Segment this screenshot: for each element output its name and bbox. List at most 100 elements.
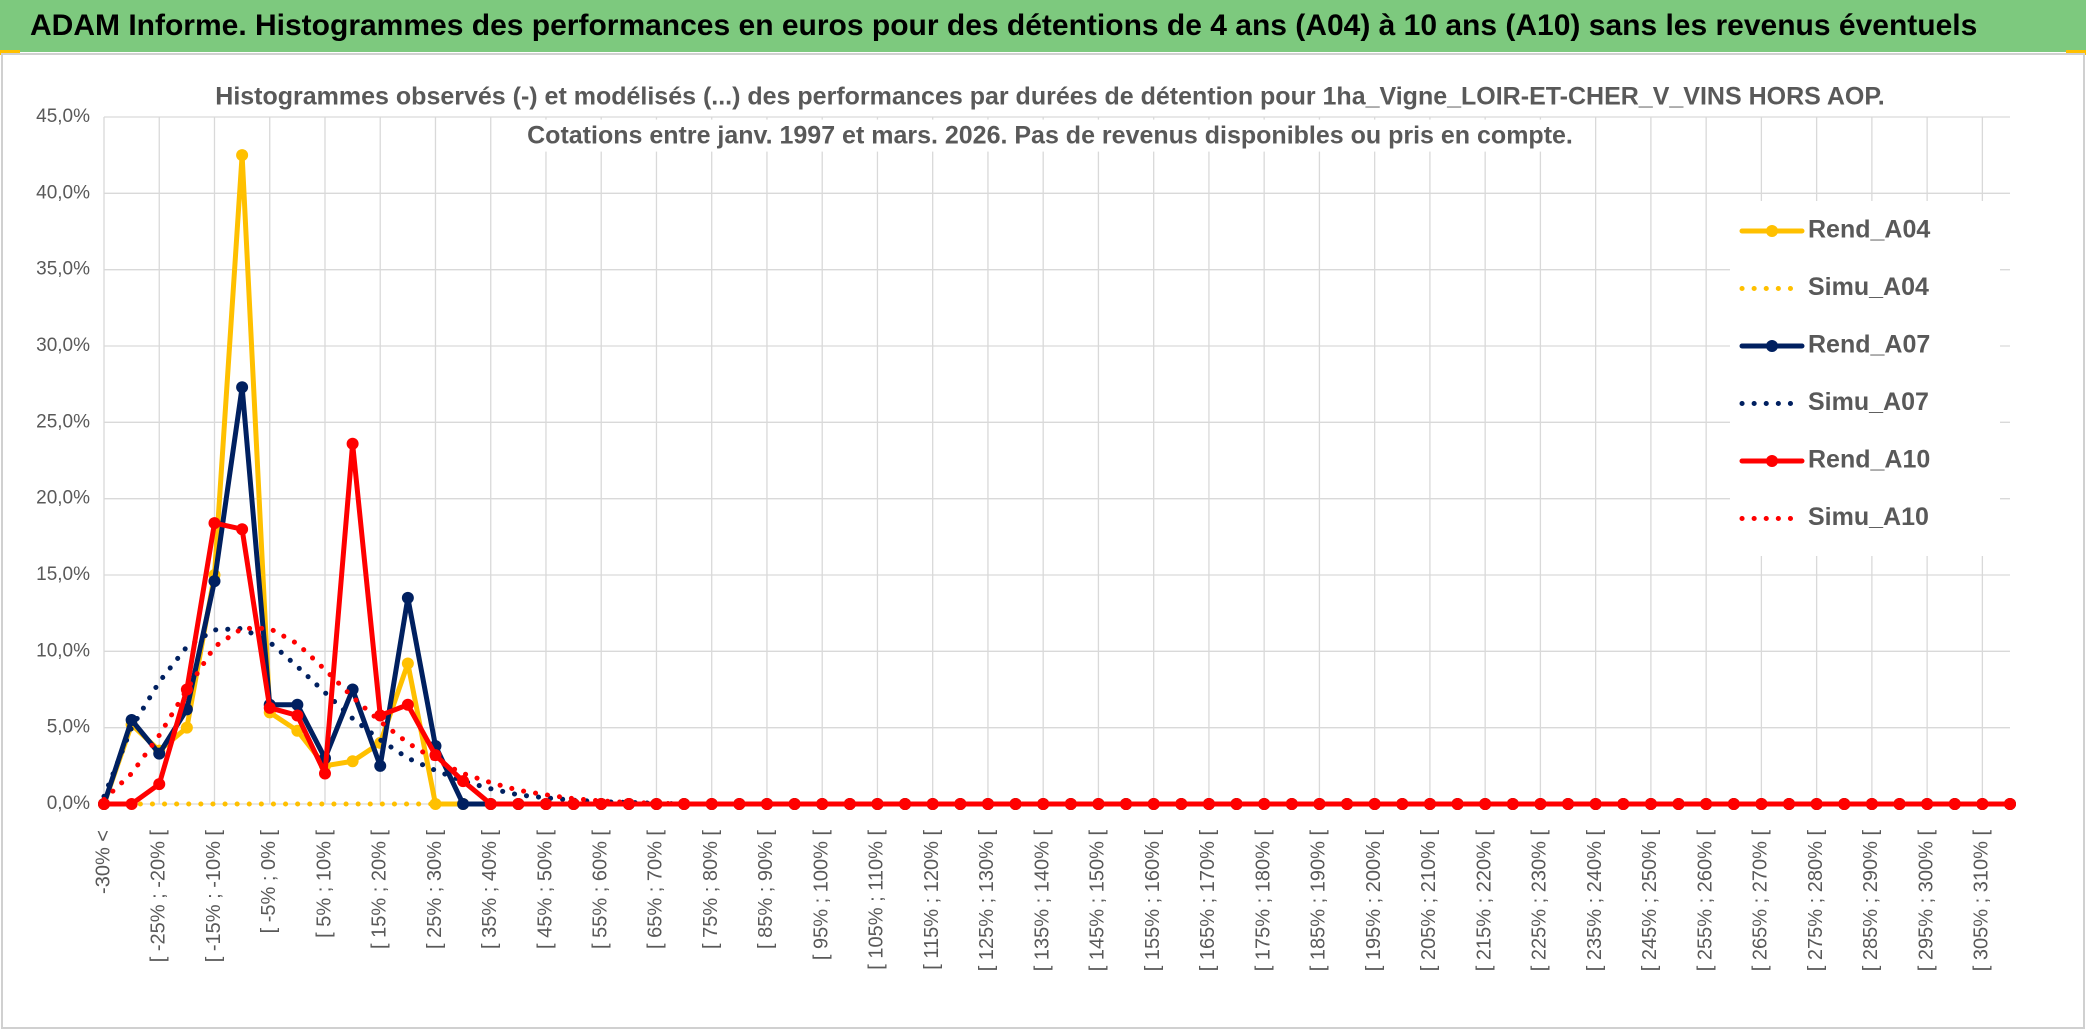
data-point	[208, 517, 221, 530]
x-tick-label: [ 135% ; 140% [	[1031, 830, 1053, 972]
x-tick-label: [ 195% ; 200% [	[1363, 830, 1385, 972]
data-point	[318, 767, 331, 780]
x-tick-label: [ 235% ; 240% [	[1584, 830, 1606, 972]
x-tick-label: [ 45% ; 50% [	[534, 830, 556, 949]
data-point	[125, 798, 138, 810]
y-tick-label: 20,0%	[36, 488, 90, 509]
chart-title: Histogrammes observés (-) et modélisés (…	[215, 83, 1884, 111]
x-tick-label: [ 125% ; 130% [	[976, 830, 998, 972]
frame	[1, 53, 2085, 1029]
data-point	[1451, 798, 1464, 810]
corner-accent	[2066, 50, 2086, 55]
data-point	[291, 698, 304, 711]
x-tick-label: [ 165% ; 170% [	[1197, 830, 1219, 972]
data-point	[263, 701, 276, 714]
data-point	[1479, 798, 1492, 810]
title-background	[209, 80, 1891, 113]
x-tick-label: [ 55% ; 60% [	[589, 830, 611, 949]
data-point	[236, 523, 249, 536]
x-tick-label: [ 105% ; 110% [	[866, 830, 888, 970]
x-tick-label: [ 295% ; 300% [	[1915, 830, 1937, 972]
title-background	[521, 119, 1579, 152]
legend-label: Simu_A10	[1808, 503, 1929, 531]
x-tick-label: [ 145% ; 150% [	[1087, 830, 1109, 972]
data-point	[1368, 798, 1381, 810]
x-tick-label: [ 175% ; 180% [	[1252, 830, 1274, 972]
x-tick-label: [ -25% ; -20% [	[148, 830, 170, 963]
data-point	[816, 798, 829, 810]
x-tick-label: [ 215% ; 220% [	[1473, 830, 1495, 972]
data-point	[1976, 798, 1989, 810]
x-tick-label: [ 155% ; 160% [	[1142, 830, 1164, 972]
corner-accent	[0, 50, 20, 55]
x-tick-label: [ 95% ; 100% [	[810, 830, 832, 961]
y-tick-label: 40,0%	[36, 182, 90, 203]
x-tick-label: -30% <	[92, 830, 114, 894]
data-point	[1202, 798, 1215, 810]
legend-label: Rend_A04	[1808, 216, 1930, 244]
data-point	[484, 798, 497, 810]
data-point	[457, 798, 470, 810]
legend-label: Simu_A04	[1808, 273, 1929, 301]
data-point	[291, 709, 304, 722]
x-tick-label: [ -5% ; 0% [	[258, 830, 280, 934]
y-tick-label: 45,0%	[36, 106, 90, 127]
data-point	[567, 798, 580, 810]
y-tick-label: 15,0%	[36, 564, 90, 585]
legend-marker	[1766, 225, 1778, 237]
data-point	[539, 798, 552, 810]
data-point	[457, 775, 470, 788]
data-point	[981, 798, 994, 810]
x-tick-label: [ 5% ; 10% [	[313, 830, 335, 938]
x-tick-label: [ 275% ; 280% [	[1805, 830, 1827, 972]
legend-label: Simu_A07	[1808, 388, 1929, 416]
y-tick-label: 10,0%	[36, 640, 90, 661]
y-tick-label: 35,0%	[36, 259, 90, 280]
data-point	[180, 721, 193, 734]
data-point	[1064, 798, 1077, 810]
data-point	[401, 657, 414, 670]
data-point	[595, 798, 608, 810]
x-tick-label: [ 25% ; 30% [	[424, 830, 446, 949]
x-tick-label: [ 15% ; 20% [	[369, 830, 391, 949]
data-point	[1092, 798, 1105, 810]
x-tick-label: [ 65% ; 70% [	[645, 830, 667, 949]
data-point	[1562, 798, 1575, 810]
data-point	[236, 381, 249, 394]
legend-label: Rend_A07	[1808, 331, 1930, 359]
x-tick-label: [ 305% ; 310% [	[1971, 830, 1993, 972]
chart-subtitle: Cotations entre janv. 1997 et mars. 2026…	[527, 122, 1573, 150]
data-point	[1396, 798, 1409, 810]
x-tick-label: [ 115% ; 120% [	[921, 830, 943, 970]
data-point	[871, 798, 884, 810]
x-tick-label: [ 285% ; 290% [	[1860, 830, 1882, 972]
data-point	[1672, 798, 1685, 810]
y-tick-label: 25,0%	[36, 411, 90, 432]
data-point	[1755, 798, 1768, 810]
data-point	[705, 798, 718, 810]
data-point	[401, 591, 414, 604]
data-point	[2004, 798, 2016, 810]
x-tick-label: [ 265% ; 270% [	[1750, 830, 1772, 972]
data-point	[1285, 798, 1298, 810]
x-tick-label: [ 205% ; 210% [	[1418, 830, 1440, 972]
data-point	[678, 798, 691, 810]
data-point	[236, 149, 249, 162]
data-point	[346, 755, 359, 768]
data-point	[1783, 798, 1796, 810]
data-point	[346, 437, 359, 450]
data-point	[153, 778, 166, 791]
y-tick-label: 5,0%	[47, 717, 90, 738]
data-point	[208, 575, 221, 588]
y-tick-label: 30,0%	[36, 335, 90, 356]
legend-marker	[1766, 455, 1778, 467]
legend-marker	[1766, 340, 1778, 352]
x-tick-label: [ 255% ; 260% [	[1694, 830, 1716, 972]
data-point	[291, 724, 304, 737]
data-point	[1644, 798, 1657, 810]
x-tick-label: [ 75% ; 80% [	[700, 830, 722, 949]
data-point	[1258, 798, 1271, 810]
data-point	[899, 798, 912, 810]
page-title: ADAM Informe. Histogrammes des performan…	[30, 9, 1977, 42]
